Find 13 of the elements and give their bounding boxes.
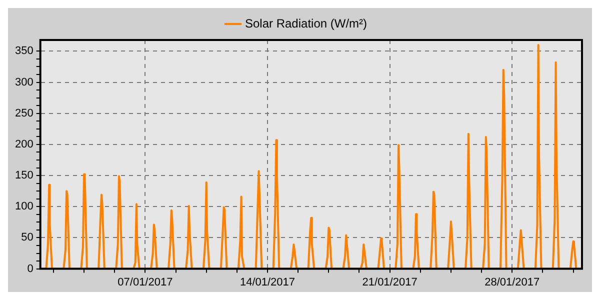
x-tick-label: 14/01/2017 [240, 276, 296, 288]
x-tick-label: 07/01/2017 [118, 276, 173, 288]
y-tick-label: 0 [27, 262, 34, 275]
y-tick-label: 350 [14, 45, 34, 58]
legend-label: Solar Radiation (W/m²) [244, 16, 368, 30]
y-tick-label: 50 [21, 232, 34, 244]
y-tick-label: 250 [14, 107, 34, 120]
x-tick-label: 21/01/2017 [362, 276, 418, 288]
y-tick-label: 150 [14, 170, 34, 182]
y-tick-label: 200 [14, 138, 34, 150]
x-tick-label: 28/01/2017 [484, 276, 540, 288]
y-tick-label: 100 [14, 200, 34, 213]
y-tick-label: 300 [14, 76, 34, 88]
